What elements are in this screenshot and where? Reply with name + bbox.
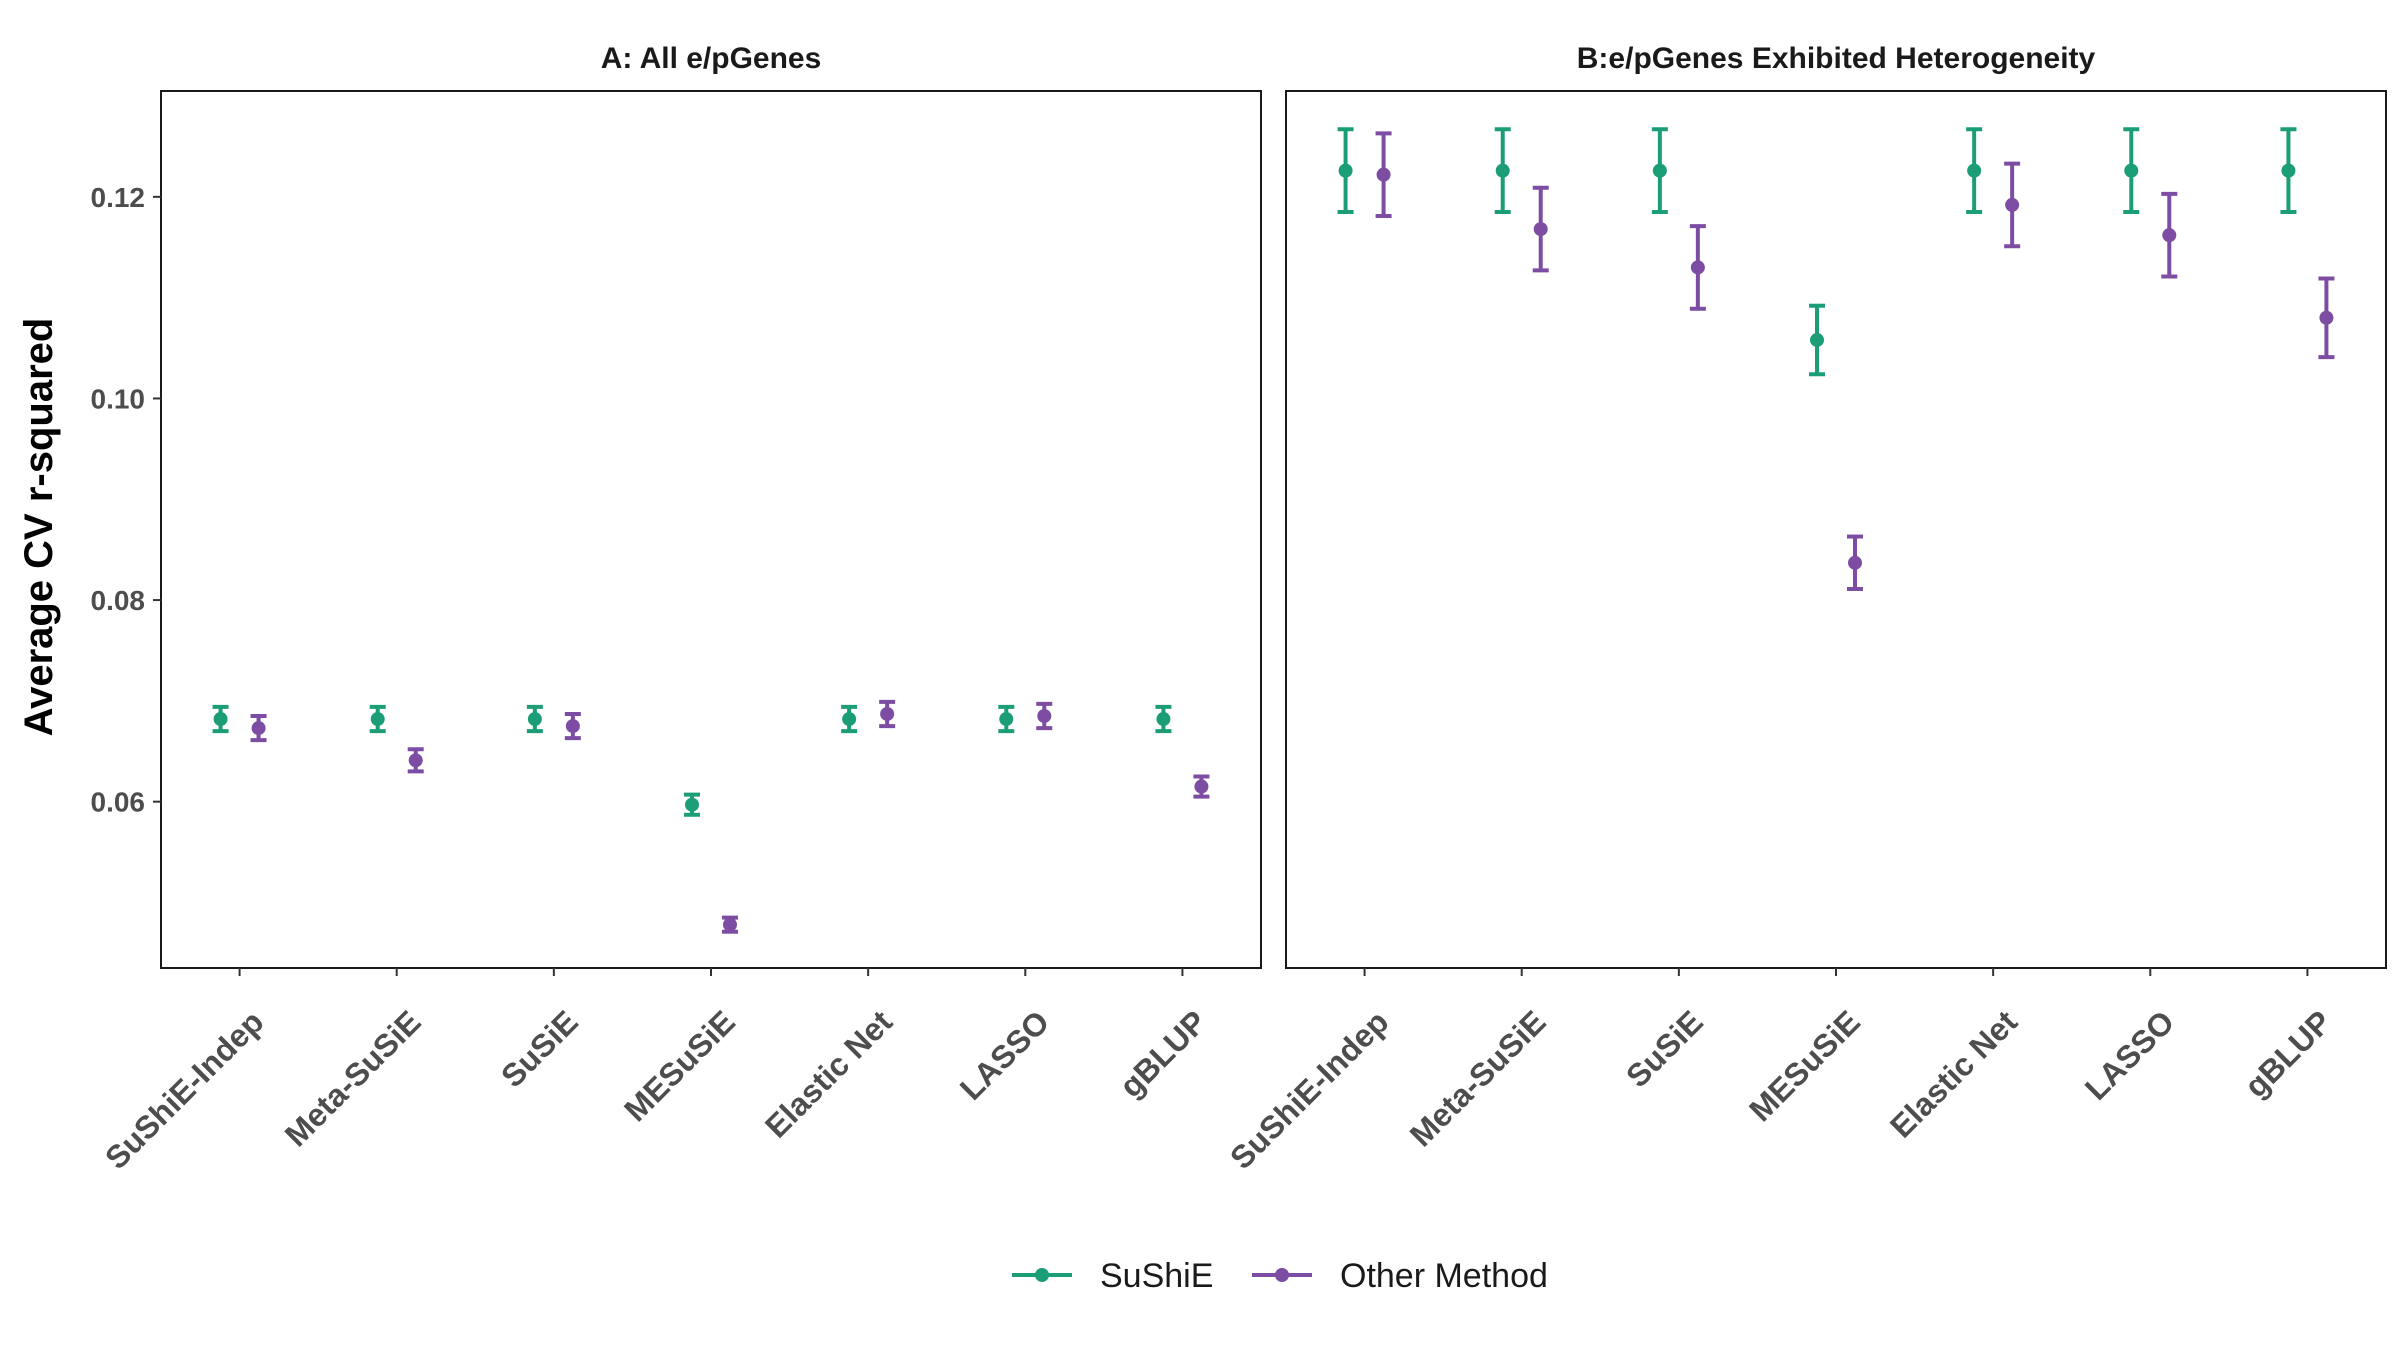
panel-b-title: B:e/pGenes Exhibited Heterogeneity	[1577, 42, 2096, 75]
x-tick-label: MESuSiE	[617, 1003, 742, 1128]
legend: SuShiE Other Method	[1012, 1257, 1548, 1295]
sushie-point	[1156, 712, 1171, 727]
panel-a-marks	[212, 699, 1210, 934]
sushie-point	[999, 712, 1014, 727]
other-method-point	[880, 706, 895, 721]
other-method-point	[2005, 197, 2020, 212]
other-method-point	[2162, 228, 2177, 243]
sushie-point	[685, 797, 699, 812]
x-tick-label: SuSiE	[494, 1003, 585, 1094]
panel-a-frame	[160, 90, 1262, 969]
x-tick-label: LASSO	[953, 1003, 1056, 1106]
other-method-point	[2319, 310, 2334, 325]
sushie-point	[2124, 163, 2139, 178]
sushie-point	[1967, 163, 1982, 178]
x-tick-label: gBLUP	[1113, 1003, 1214, 1104]
y-tick-label: 0.06	[91, 787, 146, 818]
legend-other-label: Other Method	[1340, 1257, 1548, 1295]
sushie-point	[370, 712, 385, 727]
sushie-point	[1338, 163, 1353, 178]
y-tick-label: 0.08	[91, 585, 146, 616]
other-method-point	[565, 719, 580, 734]
sushie-point	[1495, 163, 1510, 178]
x-tick-label: Elastic Net	[1883, 1003, 2024, 1144]
x-tick-label: SuShiE-Indep	[98, 1003, 271, 1176]
y-axis-label: Average CV r-squared	[17, 318, 61, 737]
panel-a: A: All e/pGenes 0.06 0.08 0.10 0.12 SuShiE-…	[91, 42, 1262, 1176]
other-method-point	[1533, 222, 1548, 237]
x-tick-label: gBLUP	[2238, 1003, 2339, 1104]
sushie-point	[527, 712, 542, 727]
other-method-point	[1848, 555, 1862, 570]
legend-sushie-point	[1035, 1268, 1049, 1282]
legend-sushie-label: SuShiE	[1100, 1257, 1213, 1295]
x-tick-label: SuShiE-Indep	[1223, 1003, 1396, 1176]
y-tick-label: 0.10	[91, 383, 146, 414]
panel-b-marks	[1337, 127, 2335, 591]
panel-b-frame	[1285, 90, 2387, 969]
x-tick-label: Meta-SuSiE	[278, 1003, 428, 1153]
panel-b-x-axis: SuShiE-Indep Meta-SuSiE SuSiE MESuSiE Elasti…	[1223, 968, 2338, 1176]
sushie-point	[842, 712, 857, 727]
panel-a-y-axis: 0.06 0.08 0.10 0.12	[91, 182, 161, 818]
other-method-point	[1194, 779, 1209, 794]
sushie-point	[213, 712, 228, 727]
panel-a-title: A: All e/pGenes	[601, 42, 822, 75]
other-method-point	[723, 917, 737, 932]
x-tick-label: SuSiE	[1619, 1003, 1710, 1094]
panel-a-x-axis: SuShiE-Indep Meta-SuSiE SuSiE MESuSiE Elasti…	[98, 968, 1213, 1176]
other-method-point	[1376, 167, 1391, 182]
panel-b: B:e/pGenes Exhibited Heterogeneity SuShi…	[1223, 42, 2387, 1176]
legend-other-point	[1275, 1268, 1289, 1282]
sushie-point	[1652, 163, 1667, 178]
sushie-point	[1810, 332, 1824, 347]
other-method-point	[251, 721, 266, 736]
x-tick-label: Elastic Net	[758, 1003, 899, 1144]
x-tick-label: MESuSiE	[1742, 1003, 1867, 1128]
x-tick-label: LASSO	[2078, 1003, 2181, 1106]
other-method-point	[1037, 708, 1052, 723]
y-tick-label: 0.12	[91, 182, 146, 213]
other-method-point	[408, 753, 423, 768]
sushie-point	[2281, 163, 2296, 178]
x-tick-label: Meta-SuSiE	[1403, 1003, 1553, 1153]
other-method-point	[1690, 260, 1705, 275]
